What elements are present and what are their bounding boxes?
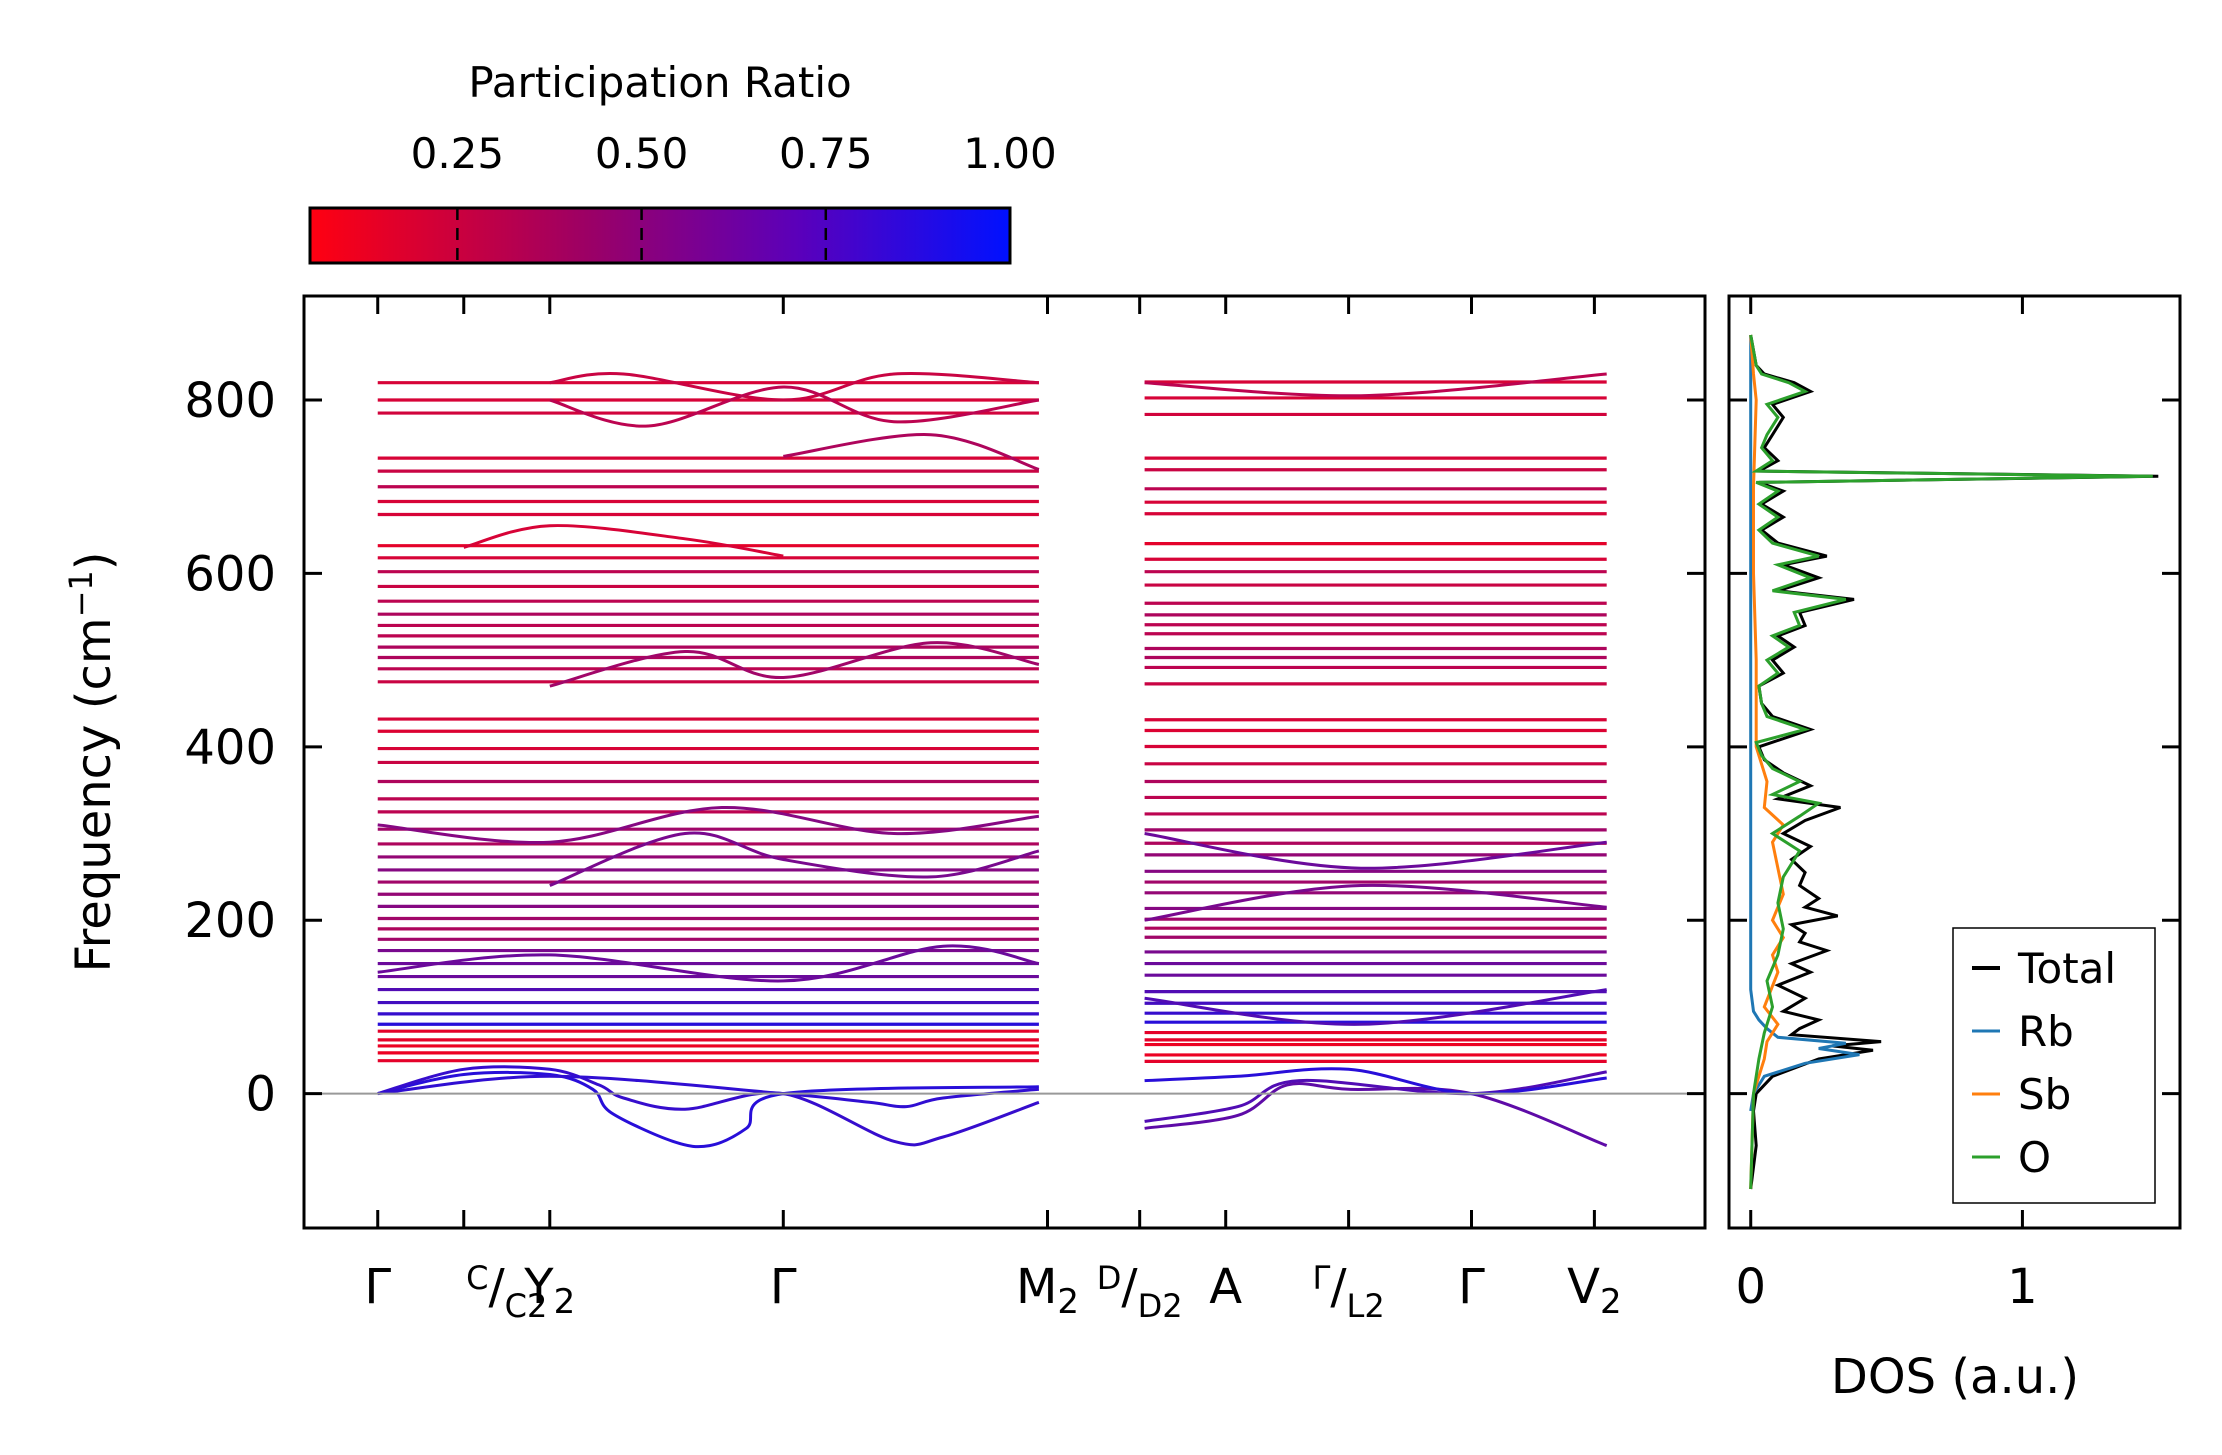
- legend: Total Rb Sb O: [1952, 927, 2156, 1204]
- band-y-axis: 0 200 400 600 800: [184, 373, 1705, 1123]
- q-label-sub: C2: [505, 1287, 548, 1325]
- y-tick-label: 600: [184, 546, 276, 602]
- dos-curves: [1749, 334, 2159, 1190]
- phonon-band-dispersive: [1144, 372, 1607, 398]
- q-point-label: Γ/L2: [1313, 1259, 1385, 1325]
- q-point-label: C/C2: [466, 1259, 547, 1325]
- phonon-band-dispersive: [549, 371, 1039, 402]
- q-point-label: Γ: [1458, 1259, 1485, 1315]
- acoustic-band: [1144, 1082, 1608, 1148]
- q-label-main: M: [1016, 1259, 1057, 1315]
- colorbar-tick-label: 1.00: [963, 129, 1057, 178]
- q-label-sup: Γ: [1313, 1259, 1331, 1297]
- y-tick-label: 400: [184, 720, 276, 776]
- q-label-slash: /: [1121, 1259, 1138, 1315]
- q-label-sup: D: [1097, 1259, 1122, 1297]
- legend-label-rb: Rb: [2018, 1007, 2074, 1056]
- q-label-sub: L2: [1347, 1287, 1385, 1325]
- q-point-label: A: [1209, 1259, 1242, 1315]
- colorbar: Participation Ratio 0.25 0.50 0.75 1.00: [308, 58, 1057, 265]
- dos-frame: [1727, 294, 2182, 1230]
- y-axis-title-superscript: −1: [62, 570, 100, 617]
- y-tick-label: 200: [184, 893, 276, 949]
- y-tick-label: 800: [184, 373, 276, 429]
- q-point-label: D/D2: [1097, 1259, 1183, 1325]
- q-label-sub: 2: [1057, 1282, 1079, 1322]
- phonon-band-dispersive: [549, 641, 1040, 688]
- dos-sb-curve: [1749, 334, 1786, 1190]
- colorbar-ticks: 0.25 0.50 0.75 1.00: [411, 129, 1057, 263]
- phonon-band-dispersive: [1144, 883, 1607, 922]
- q-label-main: Γ: [1458, 1259, 1485, 1315]
- colorbar-tick-label: 0.25: [411, 129, 505, 178]
- q-label-slash: /: [1330, 1259, 1347, 1315]
- y-axis-title-close: ): [66, 551, 122, 570]
- phonon-band-dispersive: [1144, 832, 1607, 870]
- dos-rb-curve: [1749, 335, 1860, 1112]
- dos-o-curve: [1749, 334, 2153, 1190]
- colorbar-tick-label: 0.75: [779, 129, 873, 178]
- phonon-band-dispersive: [549, 385, 1040, 428]
- q-point-label: Y2: [523, 1259, 575, 1322]
- acoustic-band: [377, 1065, 1040, 1147]
- phonon-band-dispersive: [377, 944, 1040, 983]
- q-point-label: V2: [1567, 1259, 1621, 1322]
- band-lines: [377, 371, 1608, 1149]
- phonon-band-dispersive: [463, 524, 784, 558]
- y-tick-label: 0: [245, 1067, 276, 1123]
- colorbar-tick-label: 0.50: [595, 129, 689, 178]
- legend-label-sb: Sb: [2018, 1070, 2071, 1119]
- acoustic-band: [377, 1074, 1040, 1109]
- q-label-main: Γ: [364, 1259, 391, 1315]
- phonon-band-dispersive: [549, 831, 1040, 887]
- legend-label-total: Total: [2017, 944, 2116, 993]
- dos-y-ticks: [1729, 398, 2180, 1096]
- q-label-main: A: [1209, 1259, 1242, 1315]
- phonon-band-dispersive: [783, 433, 1040, 471]
- q-point-label: Γ: [364, 1259, 391, 1315]
- phonon-band-dispersive: [377, 805, 1040, 845]
- band-frame: [302, 294, 1707, 1230]
- q-label-sup: C: [466, 1259, 488, 1297]
- q-label-main: Γ: [770, 1259, 797, 1315]
- acoustic-band: [1144, 1067, 1607, 1096]
- q-label-main: Y: [523, 1259, 554, 1315]
- dos-x-axis-title: DOS (a.u.): [1831, 1349, 2079, 1405]
- q-label-sub: 2: [554, 1282, 576, 1322]
- dos-x-tick-label: 1: [2007, 1259, 2038, 1315]
- q-label-sub: D2: [1138, 1287, 1183, 1325]
- legend-label-o: O: [2018, 1133, 2051, 1182]
- q-point-label: Γ: [770, 1259, 797, 1315]
- acoustic-band: [1144, 1070, 1607, 1123]
- dos-x-tick-label: 0: [1735, 1259, 1766, 1315]
- q-label-main: V: [1567, 1259, 1600, 1315]
- q-label-sub: 2: [1600, 1282, 1622, 1322]
- y-axis-title-text: Frequency (cm: [66, 617, 122, 972]
- colorbar-gradient: [308, 206, 1012, 265]
- colorbar-title: Participation Ratio: [468, 58, 851, 107]
- q-point-label: M2: [1016, 1259, 1079, 1322]
- q-label-slash: /: [489, 1259, 506, 1315]
- y-axis-title: Frequency (cm−1): [62, 551, 122, 972]
- phonon-band-dispersive: [1144, 988, 1607, 1026]
